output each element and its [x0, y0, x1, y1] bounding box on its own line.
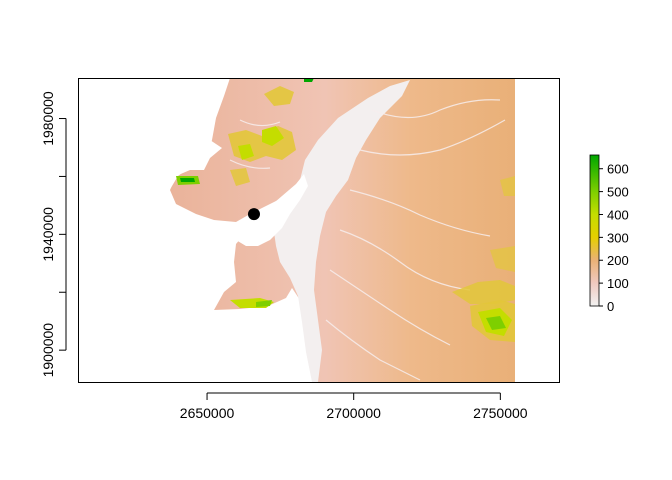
- x-tick-label: 2750000: [473, 405, 528, 421]
- x-tick-label: 2650000: [180, 405, 235, 421]
- coast-south: [78, 78, 230, 196]
- y-axis: 1900000 1940000 1980000: [40, 91, 67, 378]
- elevation-legend: 0 100 200 300 400 500 600: [589, 154, 629, 314]
- y-tick-label: 1900000: [40, 323, 56, 378]
- legend-tick-label: 300: [607, 230, 629, 245]
- y-tick-label: 1940000: [40, 207, 56, 262]
- plot-border: [78, 78, 560, 383]
- lowland-estuary: [274, 80, 410, 382]
- legend-color-bar: [589, 154, 600, 307]
- x-axis: 2650000 2700000 2750000: [180, 392, 528, 421]
- water-channel: [236, 174, 308, 246]
- point-marker: [247, 208, 260, 221]
- legend-tick-label: 600: [607, 162, 629, 177]
- highland-patches: [176, 78, 515, 342]
- legend-tick-label: 200: [607, 253, 629, 268]
- legend-tick-label: 0: [607, 299, 614, 314]
- elevation-raster: [78, 78, 515, 382]
- drainage-lines: [229, 99, 506, 381]
- legend-tick-label: 400: [607, 207, 629, 222]
- legend-tick-label: 100: [607, 276, 629, 291]
- legend-tick-label: 500: [607, 185, 629, 200]
- y-tick-label: 1980000: [40, 91, 56, 146]
- x-tick-label: 2700000: [326, 405, 381, 421]
